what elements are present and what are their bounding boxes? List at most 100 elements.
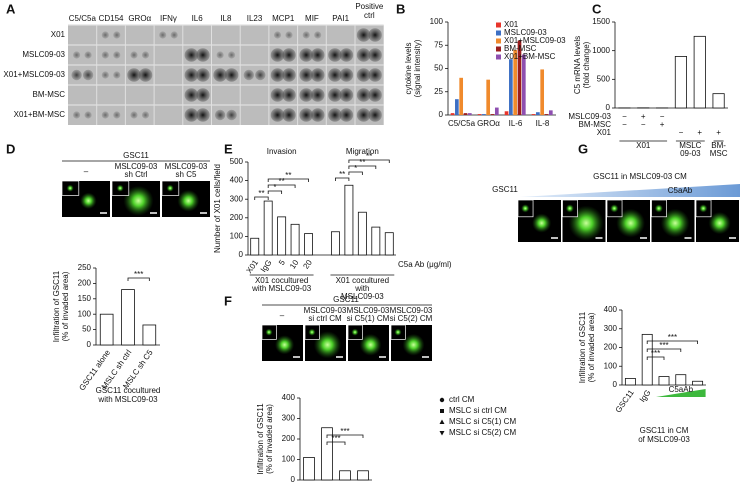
x-tick-label: IL-8 — [536, 119, 550, 128]
x-tick-label: IgG — [259, 258, 274, 274]
bar — [674, 56, 687, 109]
blot-dot — [227, 51, 236, 59]
bar — [455, 99, 459, 115]
condition-sign: − — [622, 120, 627, 129]
blot-column-label: IL6 — [192, 14, 204, 23]
blot-dot — [356, 88, 371, 102]
blot-dot — [71, 69, 82, 81]
blot-dot — [282, 108, 296, 122]
image-title: GSC11 in MSLC09-03 CM — [593, 172, 687, 181]
blot-dot — [368, 28, 382, 42]
blot-column-label: IFNγ — [160, 14, 177, 23]
significance-label: *** — [340, 427, 349, 436]
y-tick-label: 0 — [291, 475, 296, 484]
blot-dot — [328, 108, 342, 122]
blot-dot — [302, 31, 310, 39]
significance-bracket — [348, 165, 377, 169]
blot-row-label: BM-MSC — [33, 90, 66, 99]
significance-label: ** — [279, 177, 285, 186]
bar — [658, 376, 670, 386]
x-tick-label: 5 — [277, 258, 287, 267]
panel-label: E — [224, 141, 233, 156]
panel-label: C — [592, 1, 602, 16]
cell-sphere — [565, 204, 575, 213]
blot-dot — [84, 111, 92, 119]
y-axis-label: (% of invaded area) — [587, 312, 596, 382]
bar — [450, 113, 455, 115]
bar — [504, 111, 509, 115]
blot-dot — [299, 108, 314, 122]
y-axis-label: (fold change) — [582, 41, 591, 88]
y-tick-label: 200 — [604, 343, 618, 352]
legend-swatch — [496, 30, 501, 36]
image-label: MSLC09-03 — [165, 162, 208, 171]
cell-sphere — [660, 208, 690, 238]
blot-dot — [196, 108, 210, 122]
blot-dot — [101, 31, 109, 39]
blot-dot — [113, 51, 121, 59]
blot-dot — [141, 51, 150, 59]
x-tick-label: 20 — [301, 258, 314, 271]
blot-dot — [310, 88, 325, 102]
legend-label: X01+BM-MSC — [504, 52, 556, 61]
legend-label: MSLC si C5(2) CM — [449, 428, 516, 437]
condition-sign: − — [641, 120, 646, 129]
blot-dot — [299, 68, 314, 82]
blot-dot — [84, 51, 92, 59]
y-tick-label: 200 — [282, 434, 296, 443]
y-tick-label: 300 — [604, 324, 618, 333]
legend-marker — [440, 409, 444, 413]
blot-column-label: MCP1 — [272, 14, 295, 23]
blot-row-label: X01 — [51, 30, 66, 39]
significance-bracket — [267, 178, 309, 182]
y-tick-label: 400 — [282, 393, 296, 402]
bar — [544, 114, 549, 115]
y-tick-label: 200 — [78, 279, 92, 288]
image-label: MSLC09-03 — [347, 306, 390, 315]
blot-dot — [282, 88, 296, 102]
legend-label: X01+MSLC09-03 — [504, 36, 566, 45]
significance-label: ** — [258, 189, 264, 198]
bar — [548, 110, 553, 115]
bar — [304, 233, 313, 256]
blot-dot — [328, 88, 342, 102]
bar — [482, 114, 486, 115]
blot-dot — [314, 31, 322, 39]
group-label: 09-03 — [680, 149, 701, 158]
condition-sign: − — [660, 112, 665, 121]
blot-dot — [368, 108, 382, 122]
cell-sphere — [351, 328, 359, 336]
cell-sphere — [177, 189, 200, 212]
y-tick-label: 150 — [78, 294, 92, 303]
y-tick-label: 400 — [604, 305, 618, 314]
panel-label: G — [578, 141, 588, 156]
blot-dot — [243, 69, 255, 81]
cell-sphere — [123, 185, 154, 216]
bar — [536, 112, 540, 115]
legend-label: MSLC09-03 — [504, 28, 547, 37]
blot-dot — [270, 88, 285, 102]
blot-dot — [339, 48, 354, 62]
bar — [321, 427, 333, 481]
dose-wedge — [656, 389, 706, 397]
significance-bracket — [646, 340, 698, 344]
y-axis-label: Infiltration of GSC11 — [52, 270, 61, 342]
y-tick-label: 100 — [230, 232, 244, 241]
group-label: with MSLC09-03 — [251, 284, 312, 293]
blot-dot — [368, 48, 382, 62]
bar — [250, 237, 260, 256]
bar — [513, 49, 518, 115]
gradient-label: C5aAb — [668, 186, 693, 195]
condition-sign: − — [622, 112, 627, 121]
blot-dot — [356, 28, 371, 42]
blot-dot — [273, 31, 282, 39]
legend-label: MSLC si ctrl CM — [449, 406, 507, 415]
blot-dot — [184, 48, 199, 62]
bar — [277, 216, 287, 256]
legend-swatch — [496, 38, 501, 44]
bar — [344, 184, 354, 256]
y-axis-label: C5 mRNA levels — [573, 36, 582, 94]
image-label: – — [84, 167, 89, 176]
panel-label: F — [224, 293, 232, 308]
blot-dot — [282, 68, 296, 82]
